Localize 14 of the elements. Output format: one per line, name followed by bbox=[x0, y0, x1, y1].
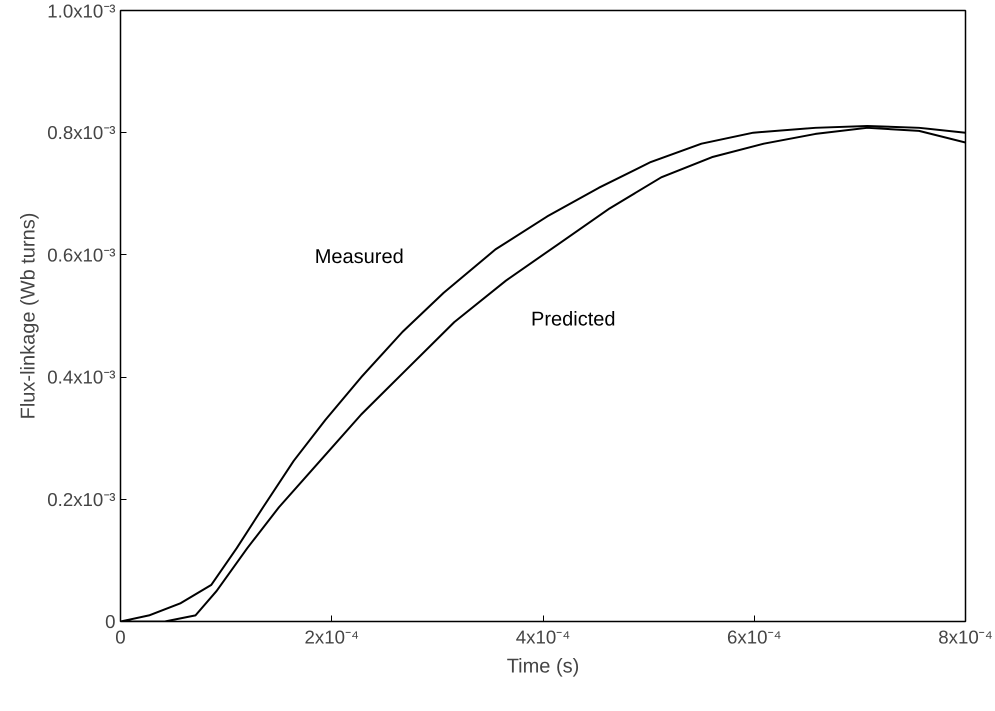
y-tick-label: 0.6x10⁻³ bbox=[47, 244, 116, 266]
x-tick-label: 4x10⁻⁴ bbox=[516, 626, 570, 648]
x-tick-label: 6x10⁻⁴ bbox=[727, 626, 782, 648]
y-tick-label: 0.2x10⁻³ bbox=[47, 488, 116, 510]
text: Measured bbox=[314, 246, 404, 268]
y-axis-title: Flux-linkage (Wb turns) bbox=[17, 212, 40, 420]
y-tick-label: 1.0x10⁻³ bbox=[47, 0, 116, 22]
y-tick-label: 0.4x10⁻³ bbox=[47, 366, 116, 388]
x-axis-title: Time (s) bbox=[506, 656, 580, 678]
x-tick-label: 8x10⁻⁴ bbox=[938, 626, 993, 648]
y-tick-label: 0 bbox=[105, 611, 116, 632]
x-tick-label: 2x10⁻⁴ bbox=[304, 626, 359, 648]
series-label: Predicted bbox=[531, 308, 616, 331]
y-tick-label: 0.8x10⁻³ bbox=[47, 122, 116, 144]
